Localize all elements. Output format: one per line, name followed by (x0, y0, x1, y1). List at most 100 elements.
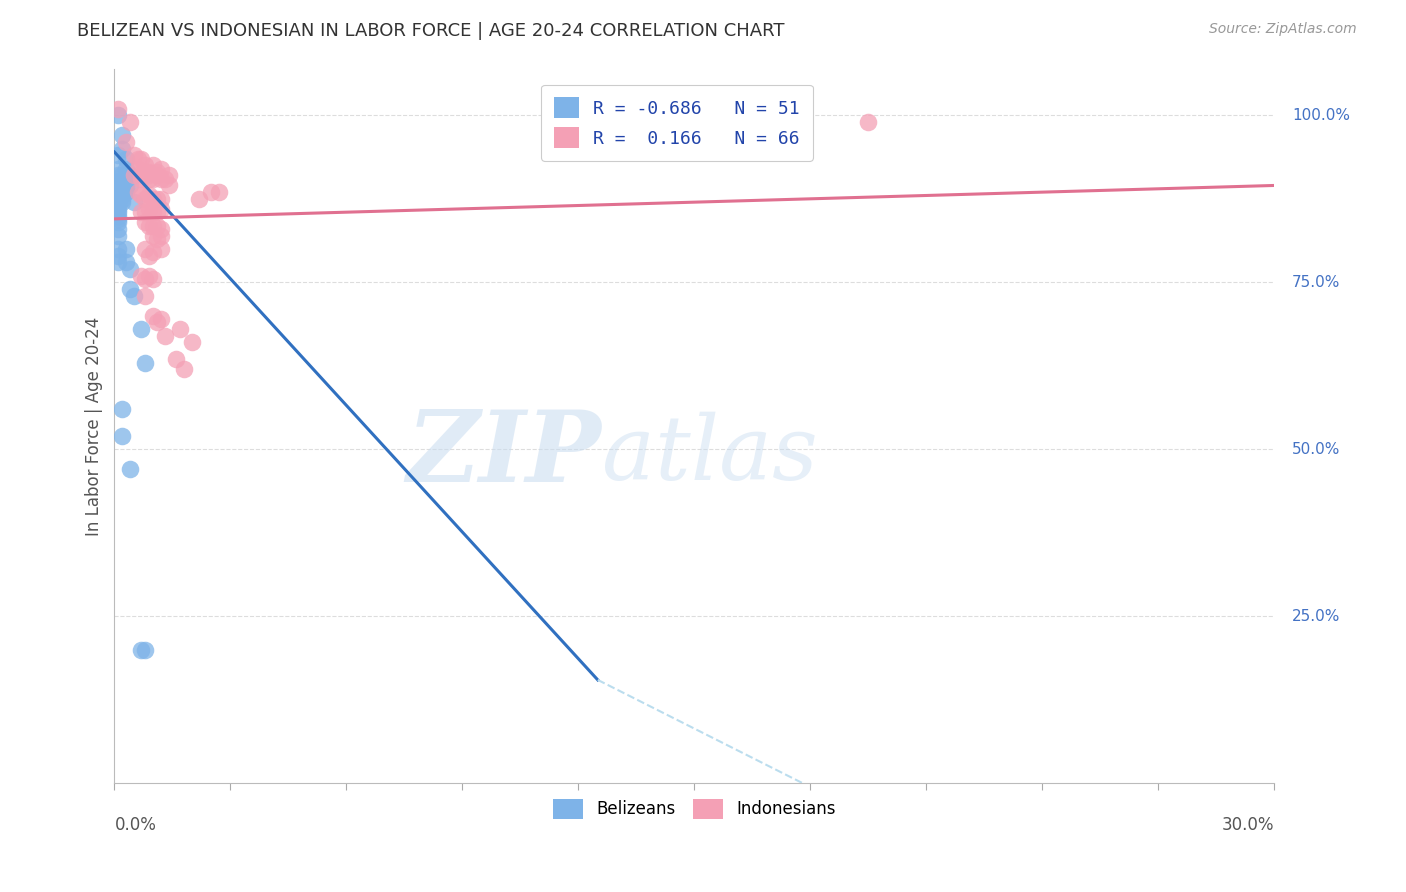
Point (111, 185, 134, 199)
Point (134, 355, 156, 369)
Point (118, 262, 141, 277)
Point (107, 215, 129, 229)
Point (107, 205, 129, 219)
Point (111, 192, 134, 206)
Point (127, 152, 149, 166)
Point (142, 192, 165, 206)
Point (149, 202, 172, 216)
Point (107, 169, 129, 183)
Point (142, 309, 165, 323)
Text: BELIZEAN VS INDONESIAN IN LABOR FORCE | AGE 20-24 CORRELATION CHART: BELIZEAN VS INDONESIAN IN LABOR FORCE | … (77, 22, 785, 40)
Point (131, 205, 153, 219)
Point (142, 158, 165, 172)
Point (153, 328, 176, 343)
Text: ZIP: ZIP (406, 407, 602, 503)
Point (107, 222, 129, 236)
Point (107, 188, 129, 202)
Point (107, 202, 129, 216)
Point (131, 322, 153, 336)
Point (142, 272, 165, 286)
Point (131, 152, 153, 166)
Point (111, 169, 134, 183)
Point (157, 178, 180, 193)
Point (138, 169, 160, 183)
Point (127, 161, 149, 176)
Point (146, 219, 169, 233)
Text: atlas: atlas (602, 411, 817, 498)
Point (111, 195, 134, 210)
Point (115, 182, 138, 196)
Legend: Belizeans, Indonesians: Belizeans, Indonesians (547, 793, 842, 825)
Point (107, 249, 129, 263)
Point (118, 282, 141, 296)
Point (131, 268, 153, 283)
Point (111, 429, 134, 443)
Point (149, 161, 172, 176)
Point (146, 205, 169, 219)
Point (188, 192, 211, 206)
Point (142, 228, 165, 243)
Point (122, 169, 145, 183)
Point (169, 322, 191, 336)
Point (118, 178, 141, 193)
Point (142, 245, 165, 260)
Point (107, 185, 129, 199)
Point (107, 175, 129, 189)
Point (111, 402, 134, 417)
Point (107, 102, 129, 116)
Point (115, 135, 138, 149)
Point (142, 205, 165, 219)
Point (134, 205, 156, 219)
Point (208, 185, 231, 199)
Point (122, 195, 145, 210)
Point (134, 192, 156, 206)
Point (153, 171, 176, 186)
Point (122, 289, 145, 303)
Point (115, 152, 138, 166)
Point (138, 268, 160, 283)
Y-axis label: In Labor Force | Age 20-24: In Labor Force | Age 20-24 (86, 317, 103, 535)
Point (107, 242, 129, 256)
Point (138, 171, 160, 186)
Point (134, 272, 156, 286)
Point (111, 178, 134, 193)
Point (146, 315, 169, 329)
Point (146, 169, 169, 183)
Text: Source: ZipAtlas.com: Source: ZipAtlas.com (1209, 22, 1357, 37)
Text: 75.0%: 75.0% (1292, 275, 1340, 290)
Point (107, 209, 129, 223)
Point (142, 171, 165, 186)
Point (134, 289, 156, 303)
Point (138, 202, 160, 216)
Point (115, 178, 138, 193)
Point (149, 171, 172, 186)
Point (107, 255, 129, 269)
Point (115, 169, 138, 183)
Point (149, 312, 172, 326)
Point (134, 242, 156, 256)
Point (180, 335, 202, 350)
Point (127, 185, 149, 199)
Point (118, 462, 141, 476)
Point (146, 192, 169, 206)
Point (115, 161, 138, 176)
Point (107, 182, 129, 196)
Point (157, 169, 180, 183)
Point (111, 128, 134, 143)
Point (107, 148, 129, 162)
Point (115, 185, 138, 199)
Point (149, 222, 172, 236)
Point (173, 362, 195, 376)
Text: 50.0%: 50.0% (1292, 442, 1340, 457)
Point (142, 219, 165, 233)
Point (115, 242, 138, 256)
Point (165, 352, 187, 367)
Point (131, 171, 153, 186)
Point (149, 228, 172, 243)
Point (111, 175, 134, 189)
Point (131, 188, 153, 202)
Point (200, 185, 222, 199)
Point (131, 169, 153, 183)
Point (107, 192, 129, 206)
Point (134, 165, 156, 179)
